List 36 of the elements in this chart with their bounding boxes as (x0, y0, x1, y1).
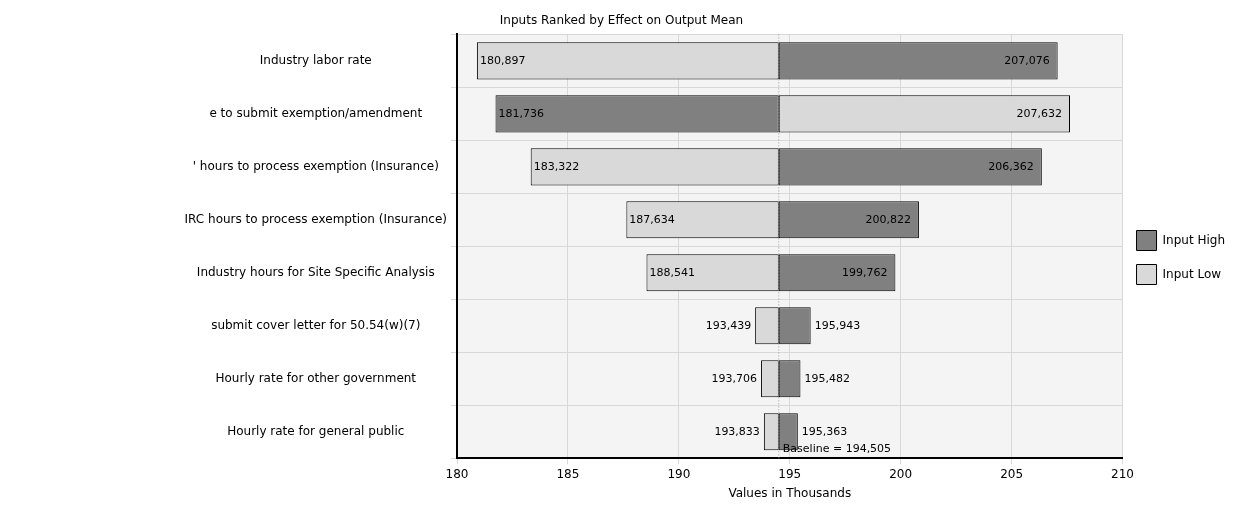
annotation: 207,632 (1016, 106, 1062, 120)
annotation: 180,897 (479, 53, 526, 67)
annotation: 199,762 (841, 265, 888, 279)
annotation: 193,439 (705, 318, 752, 332)
annotation: 193,833 (714, 424, 760, 438)
chart-title: Inputs Ranked by Effect on Output Mean (499, 13, 744, 28)
y-tick-label: Industry labor rate (259, 53, 372, 68)
annotation: 206,362 (988, 159, 1034, 173)
y-tick-label: submit cover letter for 50.54(w)(7) (211, 317, 421, 332)
annotation: 195,482 (804, 371, 850, 385)
x-tick-label: 180 (445, 466, 469, 481)
annotation: 187,634 (629, 212, 675, 226)
y-tick-label: ' hours to process exemption (Insurance) (192, 158, 439, 173)
annotation: 183,322 (533, 159, 580, 173)
x-tick-label: 210 (1111, 466, 1134, 481)
y-tick-label: Industry hours for Site Specific Analysis (196, 264, 435, 279)
annotation: 181,736 (498, 106, 545, 120)
annotation: 195,943 (814, 318, 861, 332)
x-tick-label: 205 (1000, 466, 1024, 481)
x-tick-label: 200 (889, 466, 913, 481)
annotation: 193,706 (711, 371, 758, 385)
y-tick-label: e to submit exemption/amendment (209, 105, 423, 120)
y-tick-label: Hourly rate for general public (227, 423, 405, 438)
annotation: 200,822 (865, 212, 911, 226)
legend-label: Input High (1162, 232, 1225, 247)
ref-line-label: Baseline = 194,505 (782, 442, 892, 456)
y-tick-label: Hourly rate for other government (215, 370, 417, 385)
annotation: 188,541 (649, 265, 695, 279)
legend-label: Input Low (1162, 266, 1222, 281)
x-tick-label: 190 (667, 466, 691, 481)
x-tick-label: 185 (556, 466, 580, 481)
x-tick-label: 195 (778, 466, 802, 481)
x-axis-title: Values in Thousands (728, 485, 852, 500)
y-tick-label: IRC hours to process exemption (Insurance) (184, 211, 447, 226)
annotation: 195,363 (801, 424, 848, 438)
annotation: 207,076 (1004, 53, 1050, 67)
